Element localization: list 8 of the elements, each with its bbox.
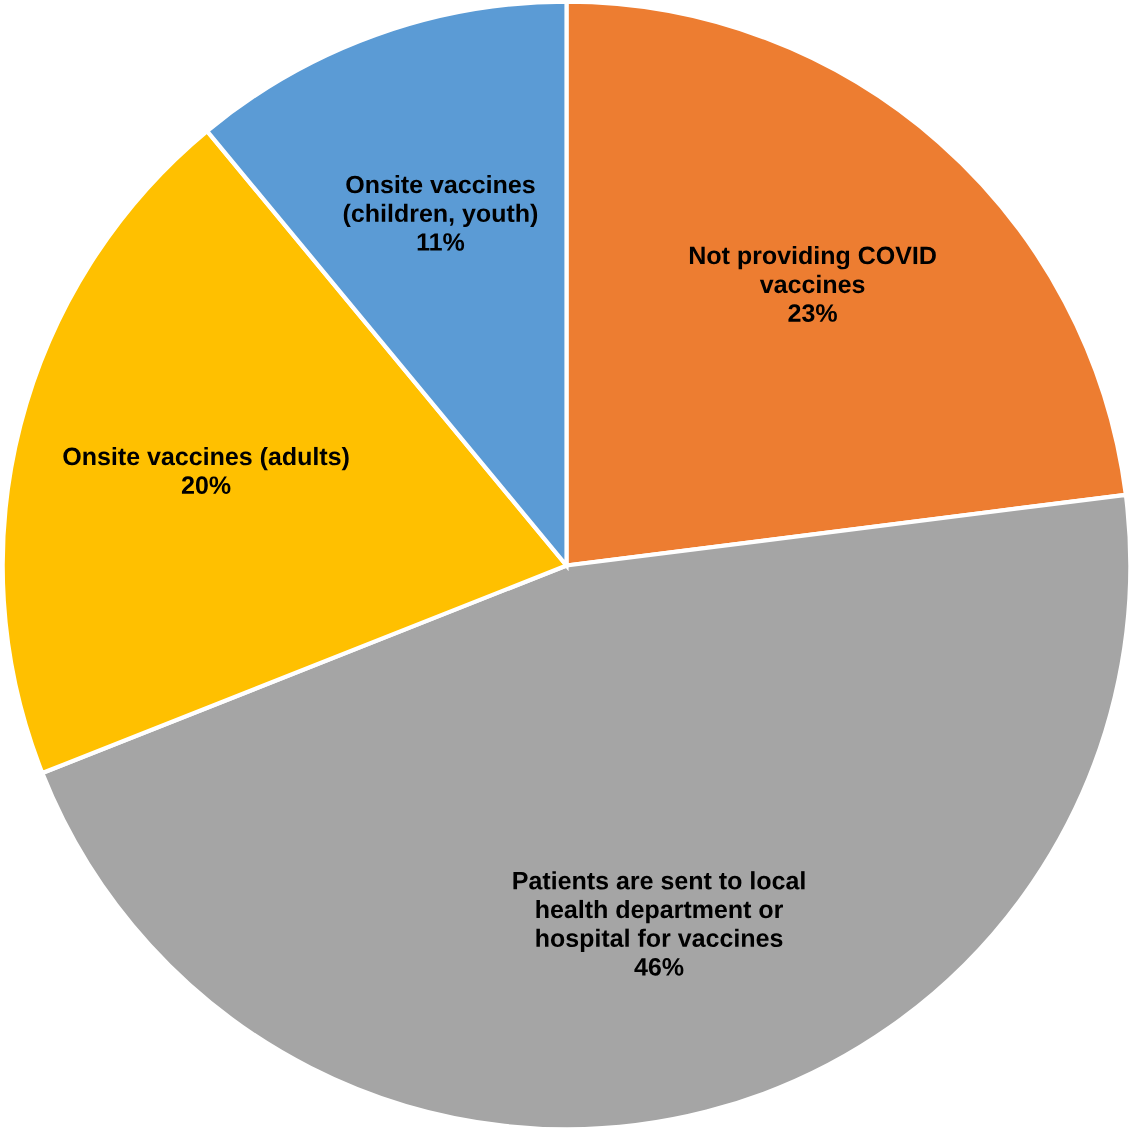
data-label: 20%: [181, 476, 231, 495]
data-label: 46%: [634, 958, 684, 976]
slice-label: Onsite vaccines (adults): [63, 446, 349, 471]
slice-label: Patients are sent to local health department or hospital for vaccines: [513, 871, 805, 952]
slice-label: Not providing COVID vaccines: [689, 245, 936, 294]
slice-label: Onsite vaccines (children, youth): [343, 174, 538, 228]
data-label: 11%: [417, 233, 465, 251]
data-label: 23%: [788, 304, 837, 322]
